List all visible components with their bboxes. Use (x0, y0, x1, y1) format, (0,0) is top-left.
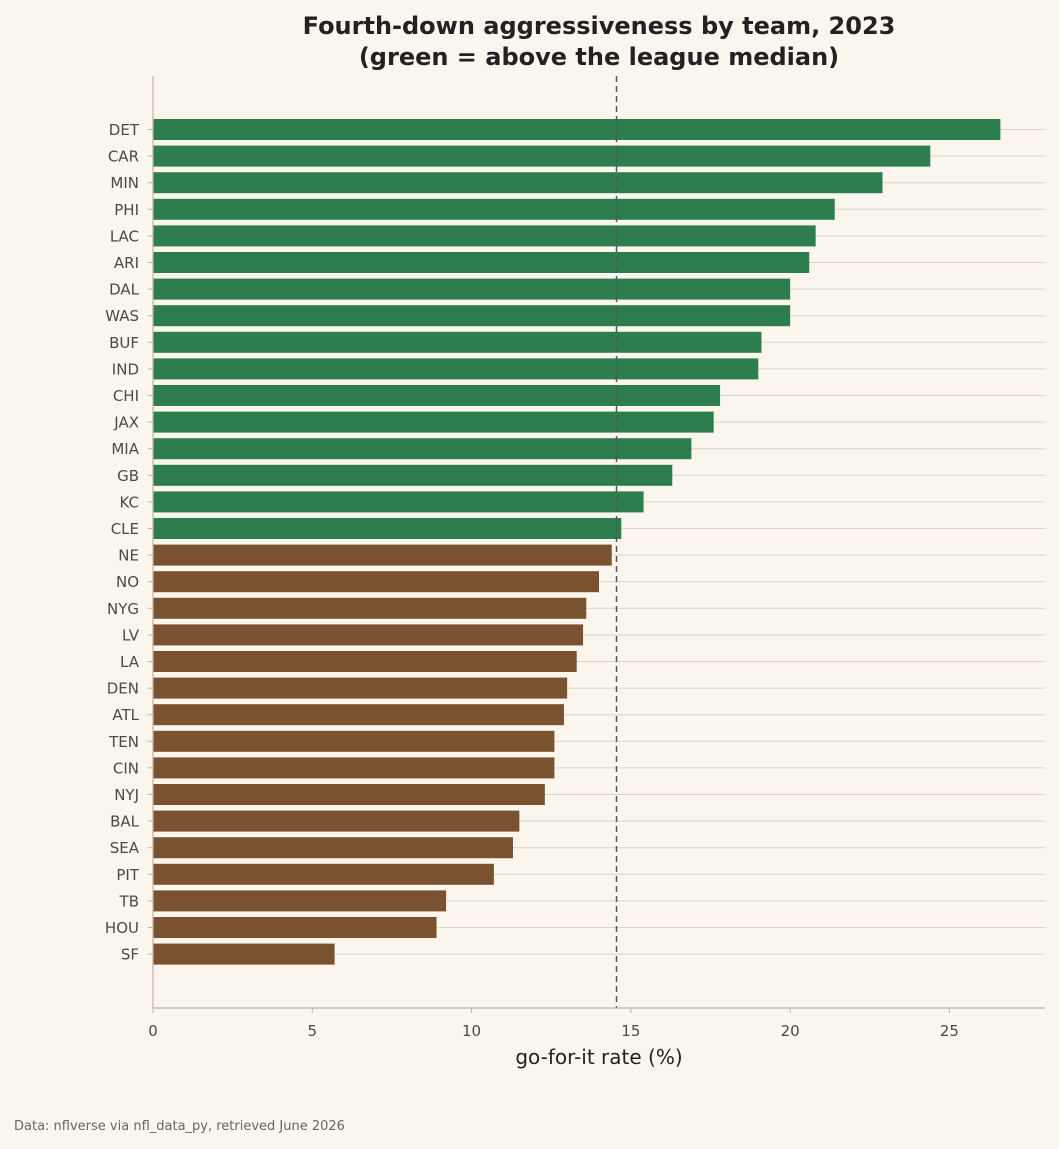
bar-pit (153, 863, 494, 885)
bar-lac (153, 225, 816, 247)
y-tick-label: LAC (110, 227, 139, 245)
bar-det (153, 119, 1001, 140)
bar-den (153, 677, 568, 699)
bar-cin (153, 757, 555, 779)
y-tick-label: SF (121, 946, 139, 964)
bar-hou (153, 917, 437, 938)
bar-car (153, 145, 931, 167)
bar-ne (153, 544, 612, 566)
bar-mia (153, 438, 692, 460)
x-axis-label: go-for-it rate (%) (515, 1045, 682, 1069)
bar-buf (153, 331, 762, 353)
y-tick-label: KC (120, 493, 140, 511)
y-tick-label: TEN (108, 733, 139, 751)
x-tick-label: 10 (462, 1022, 481, 1040)
x-tick-label: 25 (940, 1022, 959, 1040)
y-tick-label: ATL (112, 706, 139, 724)
bar-ten (153, 730, 555, 752)
y-tick-label: PHI (114, 201, 139, 219)
x-tick-label: 0 (148, 1022, 158, 1040)
y-tick-label: IND (112, 360, 139, 378)
y-tick-label: CAR (108, 148, 139, 166)
y-tick-label: WAS (105, 307, 139, 325)
y-tick-label: CHI (113, 387, 139, 405)
y-tick-label: BUF (109, 334, 139, 352)
y-tick-label: SEA (110, 839, 140, 857)
bar-chi (153, 385, 721, 406)
bar-was (153, 305, 791, 327)
source-note: Data: nflverse via nfl_data_py, retrieve… (14, 1119, 345, 1134)
y-tick-label: BAL (110, 813, 140, 831)
bar-ind (153, 358, 759, 380)
bar-ari (153, 252, 810, 273)
bar-nyg (153, 597, 587, 619)
y-tick-label: NYJ (114, 786, 139, 804)
y-tick-label: ARI (114, 254, 139, 272)
y-tick-label: LA (120, 653, 140, 671)
y-tick-label: NO (116, 573, 139, 591)
x-tick-label: 5 (308, 1022, 318, 1040)
y-tick-label: PIT (116, 866, 139, 884)
bar-sea (153, 837, 513, 859)
y-tick-labels: DET CAR MIN PHI LAC ARI DAL WAS BUF IND CHI JAX MIA G… (105, 121, 153, 964)
bar-dal (153, 278, 791, 300)
y-tick-label: DET (109, 121, 140, 139)
bar-tb (153, 890, 447, 912)
bar-phi (153, 198, 835, 220)
bar-gb (153, 464, 673, 486)
y-tick-label: HOU (105, 919, 139, 937)
x-tick-label: 15 (621, 1022, 640, 1040)
bar-nyj (153, 784, 545, 805)
bar-no (153, 571, 599, 593)
y-tick-label: NE (118, 547, 139, 565)
y-tick-label: CIN (113, 759, 139, 777)
y-tick-label: DEN (107, 680, 139, 698)
bar-min (153, 172, 883, 194)
y-tick-label: MIN (110, 174, 139, 192)
bar-lv (153, 624, 584, 646)
bar-cle (153, 518, 622, 539)
y-tick-label: CLE (111, 520, 139, 538)
bar-bal (153, 810, 520, 832)
bar-la (153, 651, 577, 672)
y-tick-label: NYG (107, 600, 139, 618)
bar-jax (153, 411, 714, 433)
bar-kc (153, 491, 644, 513)
chart-subtitle: (green = above the league median) (359, 43, 839, 71)
x-ticks: 0 5 10 15 20 25 (148, 1008, 959, 1040)
bars (153, 119, 1001, 965)
y-tick-label: LV (122, 626, 140, 644)
bar-chart: Fourth-down aggressiveness by team, 2023… (105, 12, 1045, 1069)
chart-title: Fourth-down aggressiveness by team, 2023 (303, 12, 896, 40)
y-tick-label: JAX (113, 414, 139, 432)
bar-atl (153, 704, 564, 726)
bar-sf (153, 943, 335, 965)
y-tick-label: GB (117, 467, 139, 485)
y-tick-label: MIA (111, 440, 139, 458)
x-tick-label: 20 (781, 1022, 800, 1040)
y-tick-label: DAL (109, 281, 140, 299)
y-tick-label: TB (119, 892, 139, 910)
